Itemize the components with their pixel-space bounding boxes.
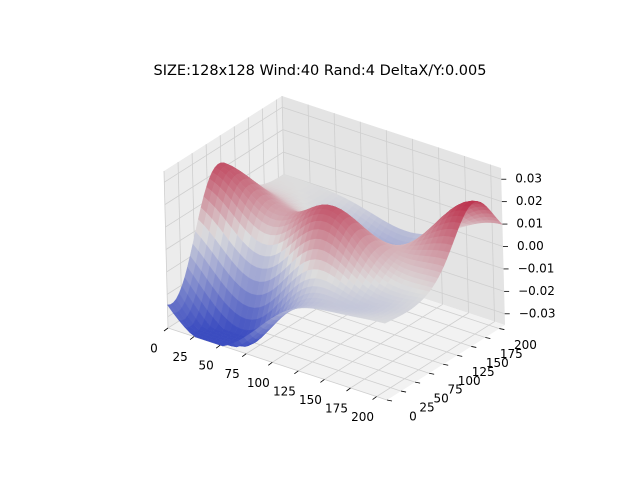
tick-mark (320, 379, 325, 383)
y-tick-label: 25 (419, 401, 434, 415)
y-tick-label: 100 (458, 374, 481, 388)
z-tick-label: 0.01 (516, 217, 543, 231)
y-tick-label: 75 (447, 383, 462, 397)
gridline-z-left (164, 106, 283, 183)
x-tick-label: 100 (247, 376, 270, 390)
tick-mark (189, 336, 195, 340)
x-tick-label: 125 (273, 384, 296, 398)
y-tick-label: 50 (433, 392, 448, 406)
z-tick-label: −0.02 (518, 284, 555, 298)
tick-marks (163, 178, 510, 402)
surface-patch (379, 320, 389, 324)
gridline-z-back (282, 129, 502, 203)
tick-mark (485, 337, 491, 339)
tick-mark (386, 399, 393, 402)
y-tick-label: 150 (486, 356, 509, 370)
tick-mark (294, 370, 299, 375)
tick-mark (499, 328, 505, 330)
x-tick-label: 175 (325, 402, 348, 416)
y-tick-label: 0 (409, 410, 417, 424)
tick-mark (400, 390, 407, 393)
tick-mark (241, 353, 247, 358)
y-tick-label: 125 (472, 365, 495, 379)
tick-mark (163, 327, 169, 332)
chart-title: SIZE:128x128 Wind:40 Rand:4 DeltaX/Y:0.0… (153, 63, 487, 79)
tick-mark (268, 361, 273, 366)
tick-mark (471, 346, 477, 348)
gridline-z-back (282, 106, 502, 180)
tick-mark (443, 363, 449, 366)
x-tick-label: 25 (172, 350, 187, 364)
tick-mark (215, 344, 221, 349)
tick-mark (429, 372, 435, 375)
x-tick-label: 200 (351, 410, 374, 424)
z-tick-label: −0.01 (518, 261, 555, 275)
x-tick-label: 0 (150, 342, 158, 356)
z-tick-label: 0.02 (516, 194, 543, 208)
tick-mark (457, 354, 463, 357)
tick-mark (415, 381, 421, 384)
z-tick-label: 0.00 (517, 239, 544, 253)
surface-mesh (167, 162, 504, 348)
x-tick-label: 75 (225, 367, 240, 381)
tick-mark (346, 387, 351, 392)
z-tick-label: −0.03 (519, 306, 556, 320)
tick-mark (372, 396, 377, 400)
gridline-z-back (283, 174, 504, 247)
y-tick-label: 200 (514, 338, 537, 352)
x-tick-label: 150 (299, 393, 322, 407)
y-tick-label: 175 (500, 347, 523, 361)
z-tick-label: 0.03 (515, 172, 542, 186)
x-tick-label: 50 (198, 359, 213, 373)
